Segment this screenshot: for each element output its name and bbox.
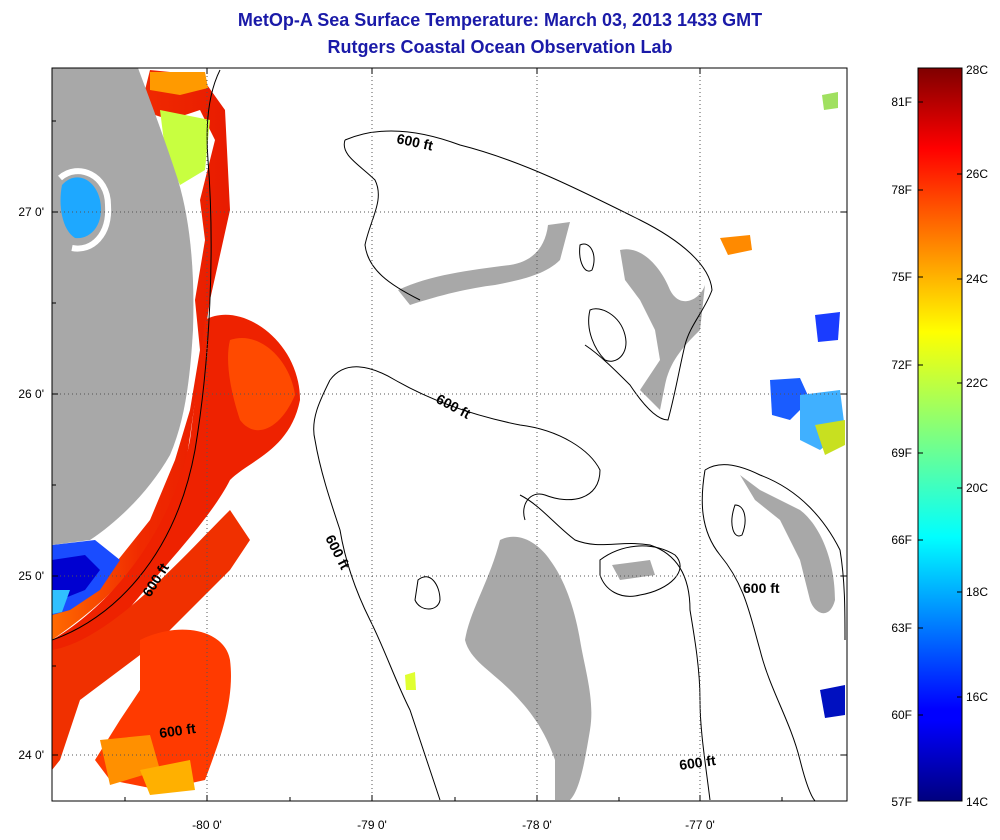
f-label-66: 66F [891, 533, 912, 547]
f-label-57: 57F [891, 795, 912, 809]
c-label-16: 16C [966, 690, 988, 704]
page-subtitle: Rutgers Coastal Ocean Observation Lab [327, 37, 673, 57]
lon-label-80: -80 0' [192, 818, 222, 832]
grand-bahama-land [398, 222, 570, 305]
lon-label-79: -79 0' [357, 818, 387, 832]
contour-label-cay-sal: 600 ft [158, 720, 197, 741]
f-label-69: 69F [891, 446, 912, 460]
c-label-18: 18C [966, 585, 988, 599]
map-area: 600 ft 600 ft 600 ft 600 ft 600 ft 600 f… [52, 68, 847, 801]
contour-label-tongue: 600 ft [678, 752, 717, 773]
page-title: MetOp-A Sea Surface Temperature: March 0… [237, 10, 763, 30]
eleuthera-land [740, 475, 835, 614]
map-frame [51, 67, 848, 802]
lat-label-27: 27 0' [18, 205, 44, 219]
colorbar-fahrenheit-labels: 81F 78F 75F 72F 69F 66F 63F 60F 57F [891, 95, 912, 809]
lat-label-24: 24 0' [18, 748, 44, 762]
colorbar [917, 67, 963, 802]
map-grid [52, 68, 847, 801]
c-label-20: 20C [966, 481, 988, 495]
f-label-78: 78F [891, 183, 912, 197]
c-label-22: 22C [966, 376, 988, 390]
abaco-land [620, 249, 705, 410]
lat-label-25: 25 0' [18, 569, 44, 583]
lon-label-78: -78 0' [522, 818, 552, 832]
f-label-81: 81F [891, 95, 912, 109]
f-label-60: 60F [891, 708, 912, 722]
c-label-26: 26C [966, 167, 988, 181]
colorbar-ticks [918, 101, 962, 716]
f-label-75: 75F [891, 270, 912, 284]
contour-label-exuma: 600 ft [743, 580, 780, 596]
lon-label-77: -77 0' [685, 818, 715, 832]
andros-land [465, 536, 592, 800]
map-ticks [52, 68, 847, 801]
c-label-14: 14C [966, 795, 988, 809]
bathymetry-contours [52, 69, 846, 801]
lat-label-26: 26 0' [18, 387, 44, 401]
f-label-63: 63F [891, 621, 912, 635]
contour-label-grand-bahama: 600 ft [395, 130, 434, 153]
c-label-24: 24C [966, 272, 988, 286]
f-label-72: 72F [891, 358, 912, 372]
lake-okeechobee-sst [60, 177, 101, 239]
colorbar-celsius-labels: 28C 26C 24C 22C 20C 18C 16C 14C [966, 63, 988, 809]
c-label-28: 28C [966, 63, 988, 77]
